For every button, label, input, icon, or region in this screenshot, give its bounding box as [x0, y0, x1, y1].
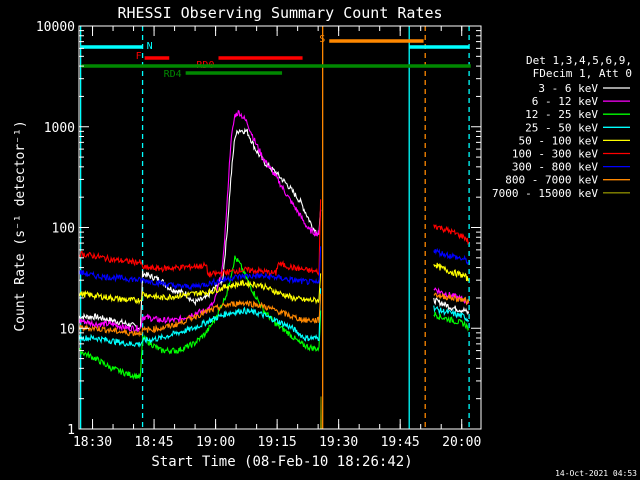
x-tick-label: 18:45 [134, 435, 173, 450]
legend-entry-label: 6 - 12 keV [532, 95, 599, 108]
legend-entry-label: 3 - 6 keV [538, 82, 598, 95]
series-line-6-0 [78, 246, 322, 292]
series-line-5-0 [78, 199, 322, 278]
legend-entry-label: 50 - 100 keV [519, 134, 599, 147]
series-line-7-1 [433, 292, 470, 306]
series-line-5-1 [433, 224, 470, 246]
y-tick-label: 1 [67, 423, 75, 438]
series-line-6-1 [433, 247, 469, 265]
series-line-2-1 [433, 311, 470, 332]
x-tick-label: 18:30 [73, 435, 112, 450]
timestamp: 14-Oct-2021 04:53 [555, 469, 637, 478]
series-line-0-1 [433, 297, 470, 316]
x-tick-label: 19:30 [319, 435, 358, 450]
legend-entry-label: 300 - 800 keV [512, 161, 598, 174]
chart-title: RHESSI Observing Summary Count Rates [117, 4, 442, 22]
x-tick-label: 19:45 [381, 435, 420, 450]
legend-header-line: FDecim 1, Att 0 [533, 67, 632, 80]
series-line-7-0 [78, 293, 322, 338]
y-tick-label: 100 [52, 222, 75, 237]
y-axis-title: Count Rate (s⁻¹ detector⁻¹) [13, 120, 28, 331]
legend-header-line: Det 1,3,4,5,6,9, [526, 54, 632, 67]
y-tick-label: 10000 [36, 20, 75, 35]
legend-entry-label: 7000 - 15000 keV [492, 187, 598, 200]
series-line-4-0 [78, 273, 322, 305]
axes: 1 10 100 1000 10000 18:30 18:45 19:00 19:15 19:30… [36, 20, 482, 450]
flag-label-n: N [147, 41, 153, 52]
y-tick-label: 1000 [44, 121, 75, 136]
legend: Det 1,3,4,5,6,9,FDecim 1, Att 0 3 - 6 keV… [492, 54, 632, 200]
legend-entry-label: 100 - 300 keV [512, 148, 598, 161]
legend-entry-label: 25 - 50 keV [525, 121, 598, 134]
series-line-0-0 [78, 127, 322, 332]
series-line-4-1 [433, 262, 469, 282]
legend-entry-label: 800 - 7000 keV [505, 174, 598, 187]
series-line-3-1 [433, 305, 470, 323]
series-line-2-0 [78, 255, 322, 381]
x-axis-title: Start Time (08-Feb-10 18:26:42) [151, 454, 412, 470]
flag-label-rd4: RD4 [164, 69, 182, 80]
y-tick-label: 10 [59, 322, 75, 337]
flag-label-s: S [319, 34, 325, 45]
flag-label-f: F [136, 51, 142, 62]
legend-entry-label: 12 - 25 keV [525, 108, 598, 121]
plot-area: NFRD0RD4S [78, 26, 471, 430]
series-line-8-0 [320, 396, 322, 430]
series-line-1-0 [78, 109, 322, 333]
series-line-3-0 [78, 288, 322, 348]
x-tick-label: 19:15 [258, 435, 297, 450]
x-tick-label: 20:00 [442, 435, 481, 450]
x-tick-label: 19:00 [196, 435, 235, 450]
